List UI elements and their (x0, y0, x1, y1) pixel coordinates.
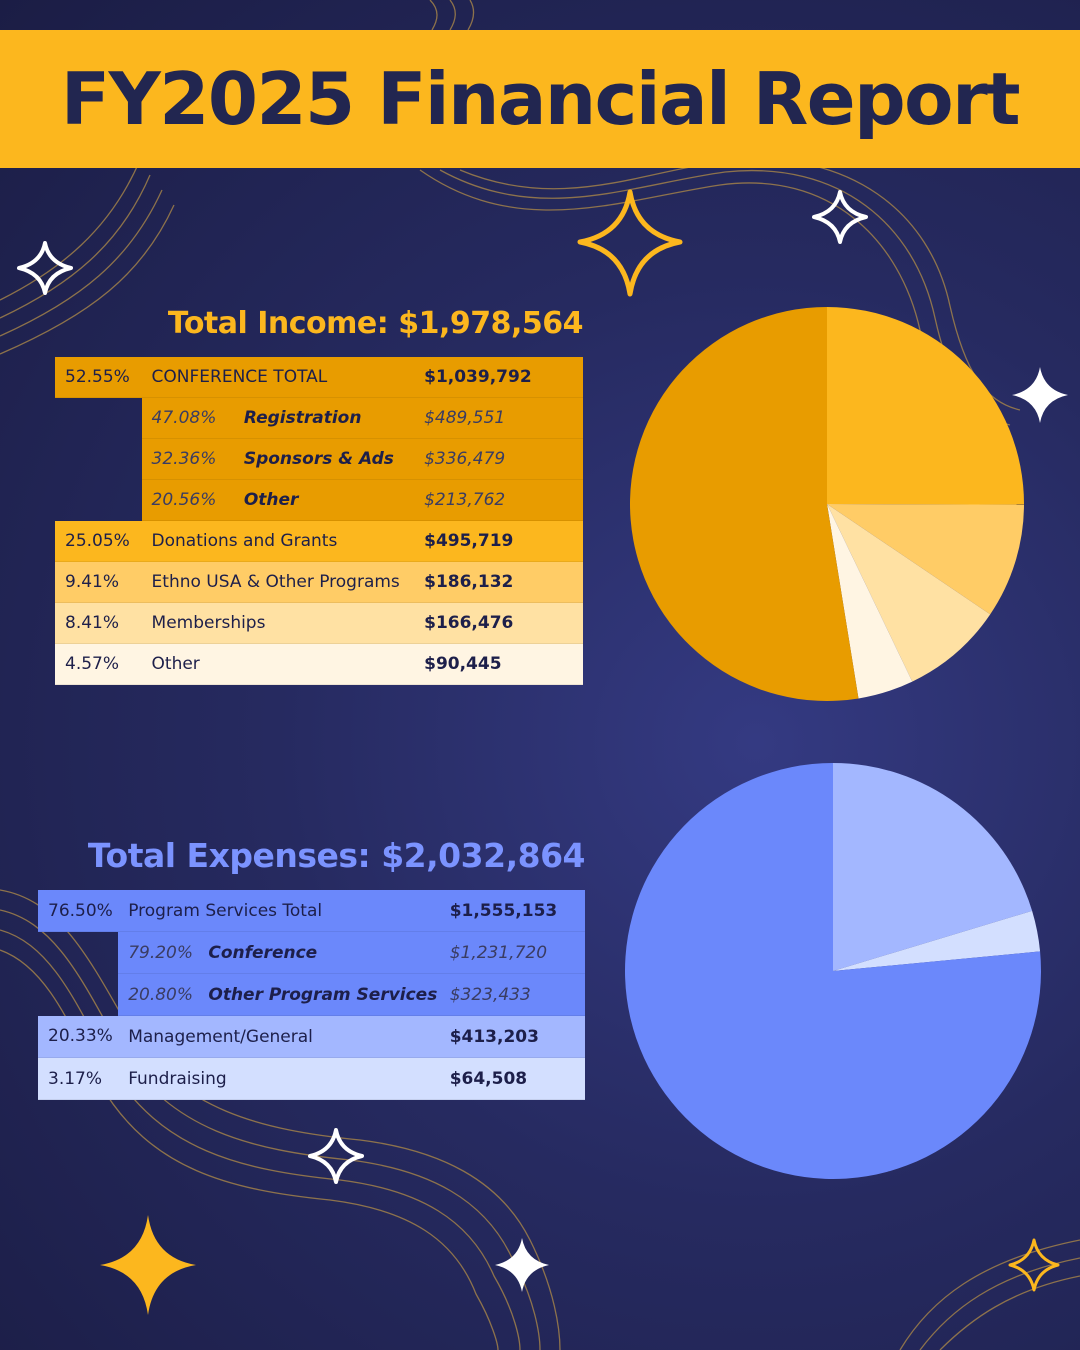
row-amount: $90,445 (414, 643, 583, 685)
star-outline-gold-icon (577, 189, 683, 297)
row-percent: 20.56% (141, 479, 234, 521)
star-outline-white-icon (17, 241, 73, 295)
row-amount: $64,508 (439, 1057, 585, 1100)
star-solid-white-icon (1012, 367, 1068, 423)
row-percent: 3.17% (38, 1057, 119, 1100)
pie-slice-donations-and-grants (827, 307, 1024, 505)
pie-slice-ethno-usa-other-programs (827, 504, 1024, 615)
star-outline-white-icon (308, 1128, 364, 1184)
row-amount: $323,433 (439, 973, 585, 1016)
row-amount: $336,479 (414, 438, 583, 480)
indent-spacer (55, 480, 142, 521)
row-amount: $1,231,720 (439, 931, 585, 974)
expenses-table: 76.50% Program Services Total $1,555,153 79… (38, 890, 585, 1100)
row-percent: 9.41% (55, 561, 142, 603)
title-banner: FY2025 Financial Report (0, 30, 1080, 168)
pie-slice-management-general (833, 763, 1033, 971)
row-amount: $1,039,792 (414, 357, 583, 398)
income-table: 52.55% CONFERENCE TOTAL $1,039,792 47.08% Re… (55, 357, 583, 685)
row-amount: $166,476 (414, 602, 583, 644)
row-label: CONFERENCE TOTAL (141, 357, 415, 398)
row-label: Ethno USA & Other Programs (141, 561, 415, 603)
row-label: Fundraising (118, 1057, 440, 1100)
row-percent: 52.55% (55, 357, 142, 398)
table-subrow: 32.36% Sponsors & Ads $336,479 (55, 438, 583, 480)
table-row: 9.41% Ethno USA & Other Programs $186,132 (55, 561, 583, 603)
table-subrow: 79.20% Conference $1,231,720 (38, 931, 585, 974)
pie-slice-fundraising (833, 910, 1041, 971)
row-label: Conference (198, 931, 440, 974)
star-solid-white-icon (495, 1238, 549, 1292)
income-total-heading: Total Income: $1,978,564 (167, 306, 584, 341)
indent-spacer (55, 439, 142, 480)
table-row: 8.41% Memberships $166,476 (55, 602, 583, 644)
row-label: Other (141, 643, 415, 685)
row-amount: $489,551 (414, 397, 583, 439)
row-label: Other (233, 479, 415, 521)
expenses-total-heading: Total Expenses: $2,032,864 (87, 836, 586, 875)
expenses-pie-chart (625, 763, 1041, 1179)
row-percent: 20.33% (38, 1015, 119, 1058)
income-pie-chart (630, 307, 1024, 701)
indent-spacer (38, 932, 118, 974)
row-label: Management/General (118, 1015, 440, 1058)
row-label: Sponsors & Ads (233, 438, 415, 480)
table-row: 20.33% Management/General $413,203 (38, 1015, 585, 1058)
pie-slice-other (827, 504, 913, 699)
table-row: 3.17% Fundraising $64,508 (38, 1057, 585, 1100)
star-outline-white-icon (812, 190, 868, 244)
row-label: Donations and Grants (141, 520, 415, 562)
pie-slice-program-services-total (625, 763, 1041, 1179)
row-percent: 25.05% (55, 520, 142, 562)
table-row: 76.50% Program Services Total $1,555,153 (38, 890, 585, 932)
star-solid-gold-icon (100, 1215, 196, 1315)
table-row: 4.57% Other $90,445 (55, 643, 583, 685)
row-percent: 76.50% (38, 890, 119, 932)
page-title: FY2025 Financial Report (60, 57, 1021, 141)
row-percent: 4.57% (55, 643, 142, 685)
row-amount: $213,762 (414, 479, 583, 521)
star-outline-gold-icon (1008, 1238, 1060, 1292)
row-percent: 32.36% (141, 438, 234, 480)
row-percent: 47.08% (141, 397, 234, 439)
indent-spacer (38, 974, 118, 1016)
table-subrow: 20.80% Other Program Services $323,433 (38, 973, 585, 1016)
table-row: 25.05% Donations and Grants $495,719 (55, 520, 583, 562)
row-percent: 8.41% (55, 602, 142, 644)
pie-slice-conference-total (630, 307, 859, 701)
indent-spacer (55, 398, 142, 439)
pie-slice-memberships (827, 504, 991, 682)
row-label: Registration (233, 397, 415, 439)
row-amount: $495,719 (414, 520, 583, 562)
row-percent: 20.80% (118, 973, 199, 1016)
row-label: Program Services Total (118, 890, 440, 932)
table-subrow: 20.56% Other $213,762 (55, 479, 583, 521)
row-amount: $413,203 (439, 1015, 585, 1058)
row-label: Memberships (141, 602, 415, 644)
table-row: 52.55% CONFERENCE TOTAL $1,039,792 (55, 357, 583, 398)
row-label: Other Program Services (198, 973, 440, 1016)
row-amount: $186,132 (414, 561, 583, 603)
row-percent: 79.20% (118, 931, 199, 974)
row-amount: $1,555,153 (439, 890, 585, 932)
sparkle-stars-decor (17, 189, 1068, 1315)
table-subrow: 47.08% Registration $489,551 (55, 397, 583, 439)
